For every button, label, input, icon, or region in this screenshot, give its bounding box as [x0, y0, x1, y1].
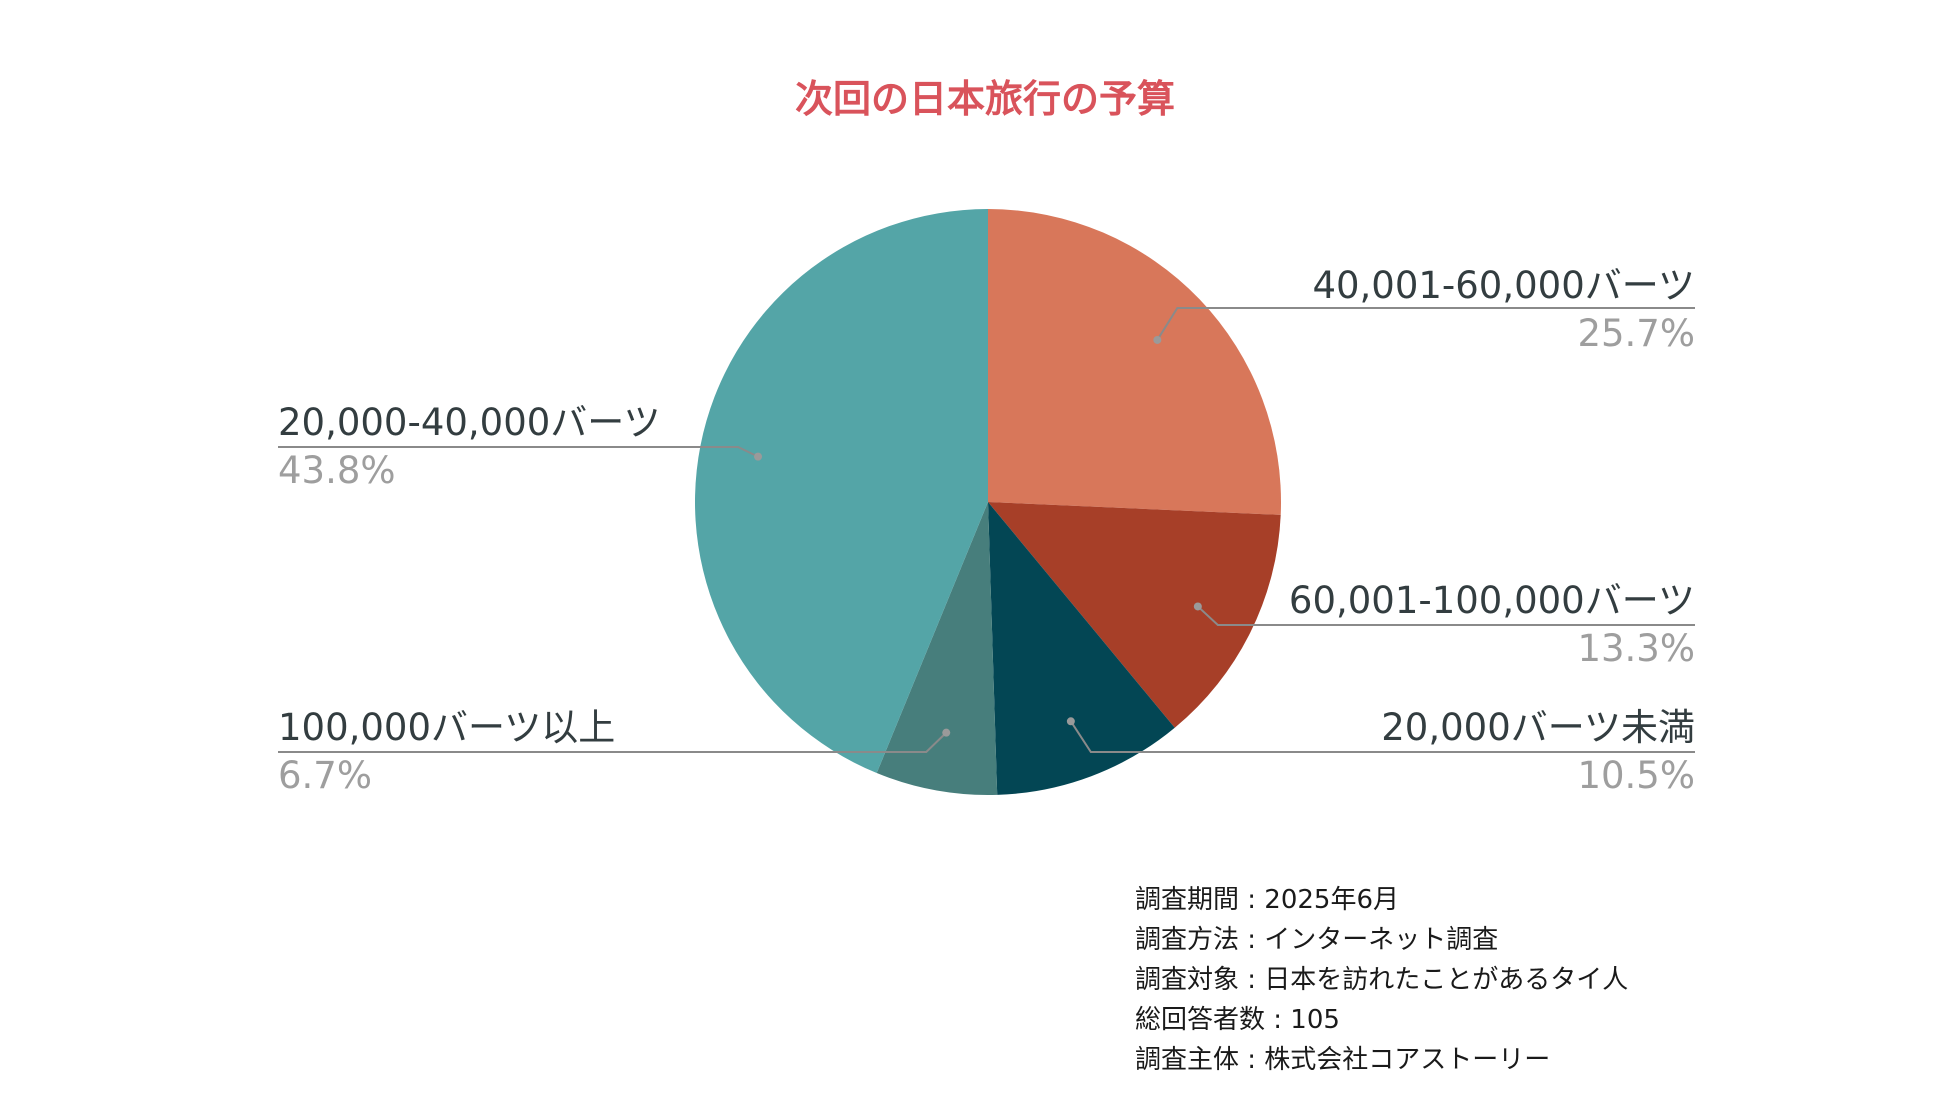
leader-dot-1: [1153, 335, 1162, 344]
leader-line-4: [278, 731, 947, 753]
slice-label-5: 20,000-40,000バーツ: [278, 401, 661, 444]
slice-value-label-1: 25.7%: [1577, 312, 1695, 355]
slice-label-2: 60,001-100,000バーツ: [1289, 579, 1695, 622]
footnote-survey-period: 調査期間 : 2025年6月: [1135, 885, 1399, 915]
pie-slice-1: [988, 209, 1282, 515]
chart-title: 次回の日本旅行の予算: [795, 77, 1175, 121]
leader-line-5: [278, 446, 759, 458]
slice-labels: 40,001-60,000バーツ 25.7% 60,001-100,000バーツ 13…: [278, 264, 1695, 797]
leader-line-2: [1197, 605, 1695, 626]
leader-dot-5: [754, 452, 763, 461]
leader-lines: [278, 307, 1695, 753]
leader-dot-2: [1193, 602, 1202, 611]
pie-slice-3: [988, 502, 1175, 795]
pie-slice-4: [876, 502, 998, 795]
slice-label-1: 40,001-60,000バーツ: [1312, 264, 1695, 307]
leader-dot-3: [1066, 717, 1075, 726]
slice-value-label-3: 10.5%: [1577, 754, 1695, 797]
slice-label-4: 100,000バーツ以上: [278, 706, 615, 749]
pie-slice-2: [988, 502, 1281, 728]
footnote-respondent-count: 総回答者数 : 105: [1135, 1005, 1340, 1035]
slice-label-3: 20,000バーツ未満: [1381, 706, 1695, 749]
leader-line-3: [1070, 720, 1695, 753]
pie-slice-5: [695, 208, 988, 774]
slice-value-label-2: 13.3%: [1577, 627, 1695, 670]
footnote-survey-target: 調査対象 : 日本を訪れたことがあるタイ人: [1135, 965, 1629, 995]
pie-slices: [695, 208, 1282, 795]
slice-value-label-4: 6.7%: [278, 754, 372, 797]
survey-footnote: 調査期間 : 2025年6月 調査方法 : インターネット調査 調査対象 : 日…: [1135, 880, 1628, 1080]
footnote-survey-organizer: 調査主体 : 株式会社コアストーリー: [1135, 1045, 1551, 1075]
leader-dot-4: [942, 728, 951, 737]
footnote-survey-method: 調査方法 : インターネット調査: [1135, 925, 1499, 955]
leader-line-1: [1156, 307, 1695, 341]
slice-value-label-5: 43.8%: [278, 449, 396, 492]
